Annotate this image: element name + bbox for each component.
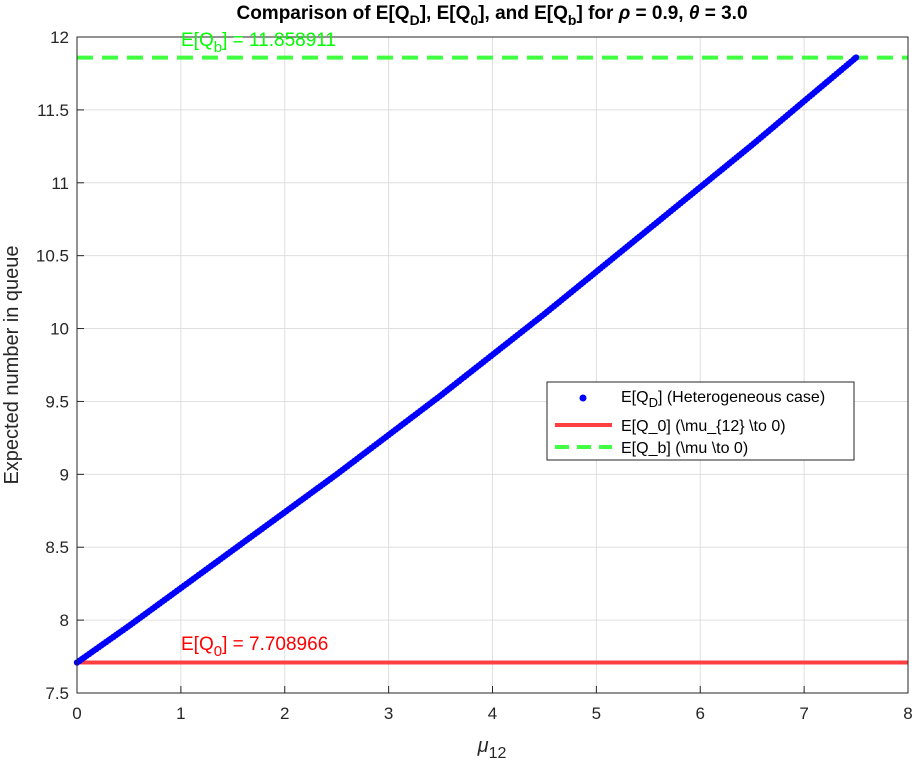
legend-label-eqb: E[Q_b] (\mu \to 0)	[621, 440, 748, 457]
x-tick-label: 2	[280, 704, 289, 723]
y-tick-label: 11	[51, 174, 69, 193]
y-tick-label: 10.5	[36, 247, 69, 266]
x-axis-label: μ12	[477, 735, 507, 761]
chart-title: Comparison of E[QD], E[Q0], and E[Qb] fo…	[236, 3, 747, 28]
x-tick-label: 3	[384, 704, 393, 723]
series-layer	[73, 54, 908, 666]
y-axis-label: Expected number in queue	[1, 245, 23, 484]
x-tick-label: 8	[903, 704, 912, 723]
y-tick-label: 10	[50, 320, 69, 339]
series-eqd	[73, 54, 860, 666]
data-point	[852, 54, 860, 61]
y-tick-label: 12	[50, 28, 69, 47]
x-tick-label: 4	[488, 704, 497, 723]
x-tick-label: 0	[72, 704, 81, 723]
legend-label-eqd: E[QD] (Heterogeneous case)	[621, 389, 825, 410]
y-tick-label: 7.5	[45, 684, 69, 703]
legend: E[QD] (Heterogeneous case) E[Q_0] (\mu_{…	[546, 381, 855, 461]
x-tick-label: 7	[799, 704, 808, 723]
x-tick-label: 6	[696, 704, 705, 723]
x-tick-label: 1	[176, 704, 185, 723]
y-tick-label: 11.5	[37, 101, 69, 120]
legend-marker-eqd	[579, 394, 587, 402]
annotation-eq0: E[Q0] = 7.708966	[181, 634, 328, 660]
y-tick-label: 8	[60, 611, 69, 630]
y-tick-label: 8.5	[45, 538, 69, 557]
x-tick-label: 5	[592, 704, 601, 723]
legend-label-eq0: E[Q_0] (\mu_{12} \to 0)	[621, 418, 786, 435]
legend-box	[546, 381, 855, 461]
y-tick-label: 9.5	[45, 392, 69, 411]
annotation-eqb: E[Qb] = 11.858911	[181, 30, 336, 56]
y-tick-label: 9	[60, 465, 69, 484]
